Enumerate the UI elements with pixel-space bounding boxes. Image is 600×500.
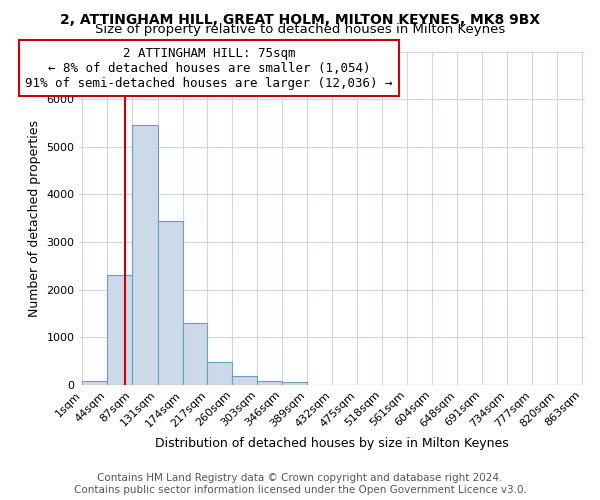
Bar — [158, 220, 182, 385]
Text: 2 ATTINGHAM HILL: 75sqm
← 8% of detached houses are smaller (1,054)
91% of semi-: 2 ATTINGHAM HILL: 75sqm ← 8% of detached… — [25, 46, 393, 90]
Bar — [107, 276, 132, 385]
Bar — [232, 376, 257, 385]
Bar — [82, 382, 107, 385]
Bar — [282, 382, 307, 385]
X-axis label: Distribution of detached houses by size in Milton Keynes: Distribution of detached houses by size … — [155, 437, 509, 450]
Bar — [132, 126, 158, 385]
Bar — [182, 323, 208, 385]
Text: Contains HM Land Registry data © Crown copyright and database right 2024.
Contai: Contains HM Land Registry data © Crown c… — [74, 474, 526, 495]
Bar — [208, 362, 232, 385]
Y-axis label: Number of detached properties: Number of detached properties — [28, 120, 41, 316]
Text: Size of property relative to detached houses in Milton Keynes: Size of property relative to detached ho… — [95, 22, 505, 36]
Bar — [257, 380, 282, 385]
Text: 2, ATTINGHAM HILL, GREAT HOLM, MILTON KEYNES, MK8 9BX: 2, ATTINGHAM HILL, GREAT HOLM, MILTON KE… — [60, 12, 540, 26]
